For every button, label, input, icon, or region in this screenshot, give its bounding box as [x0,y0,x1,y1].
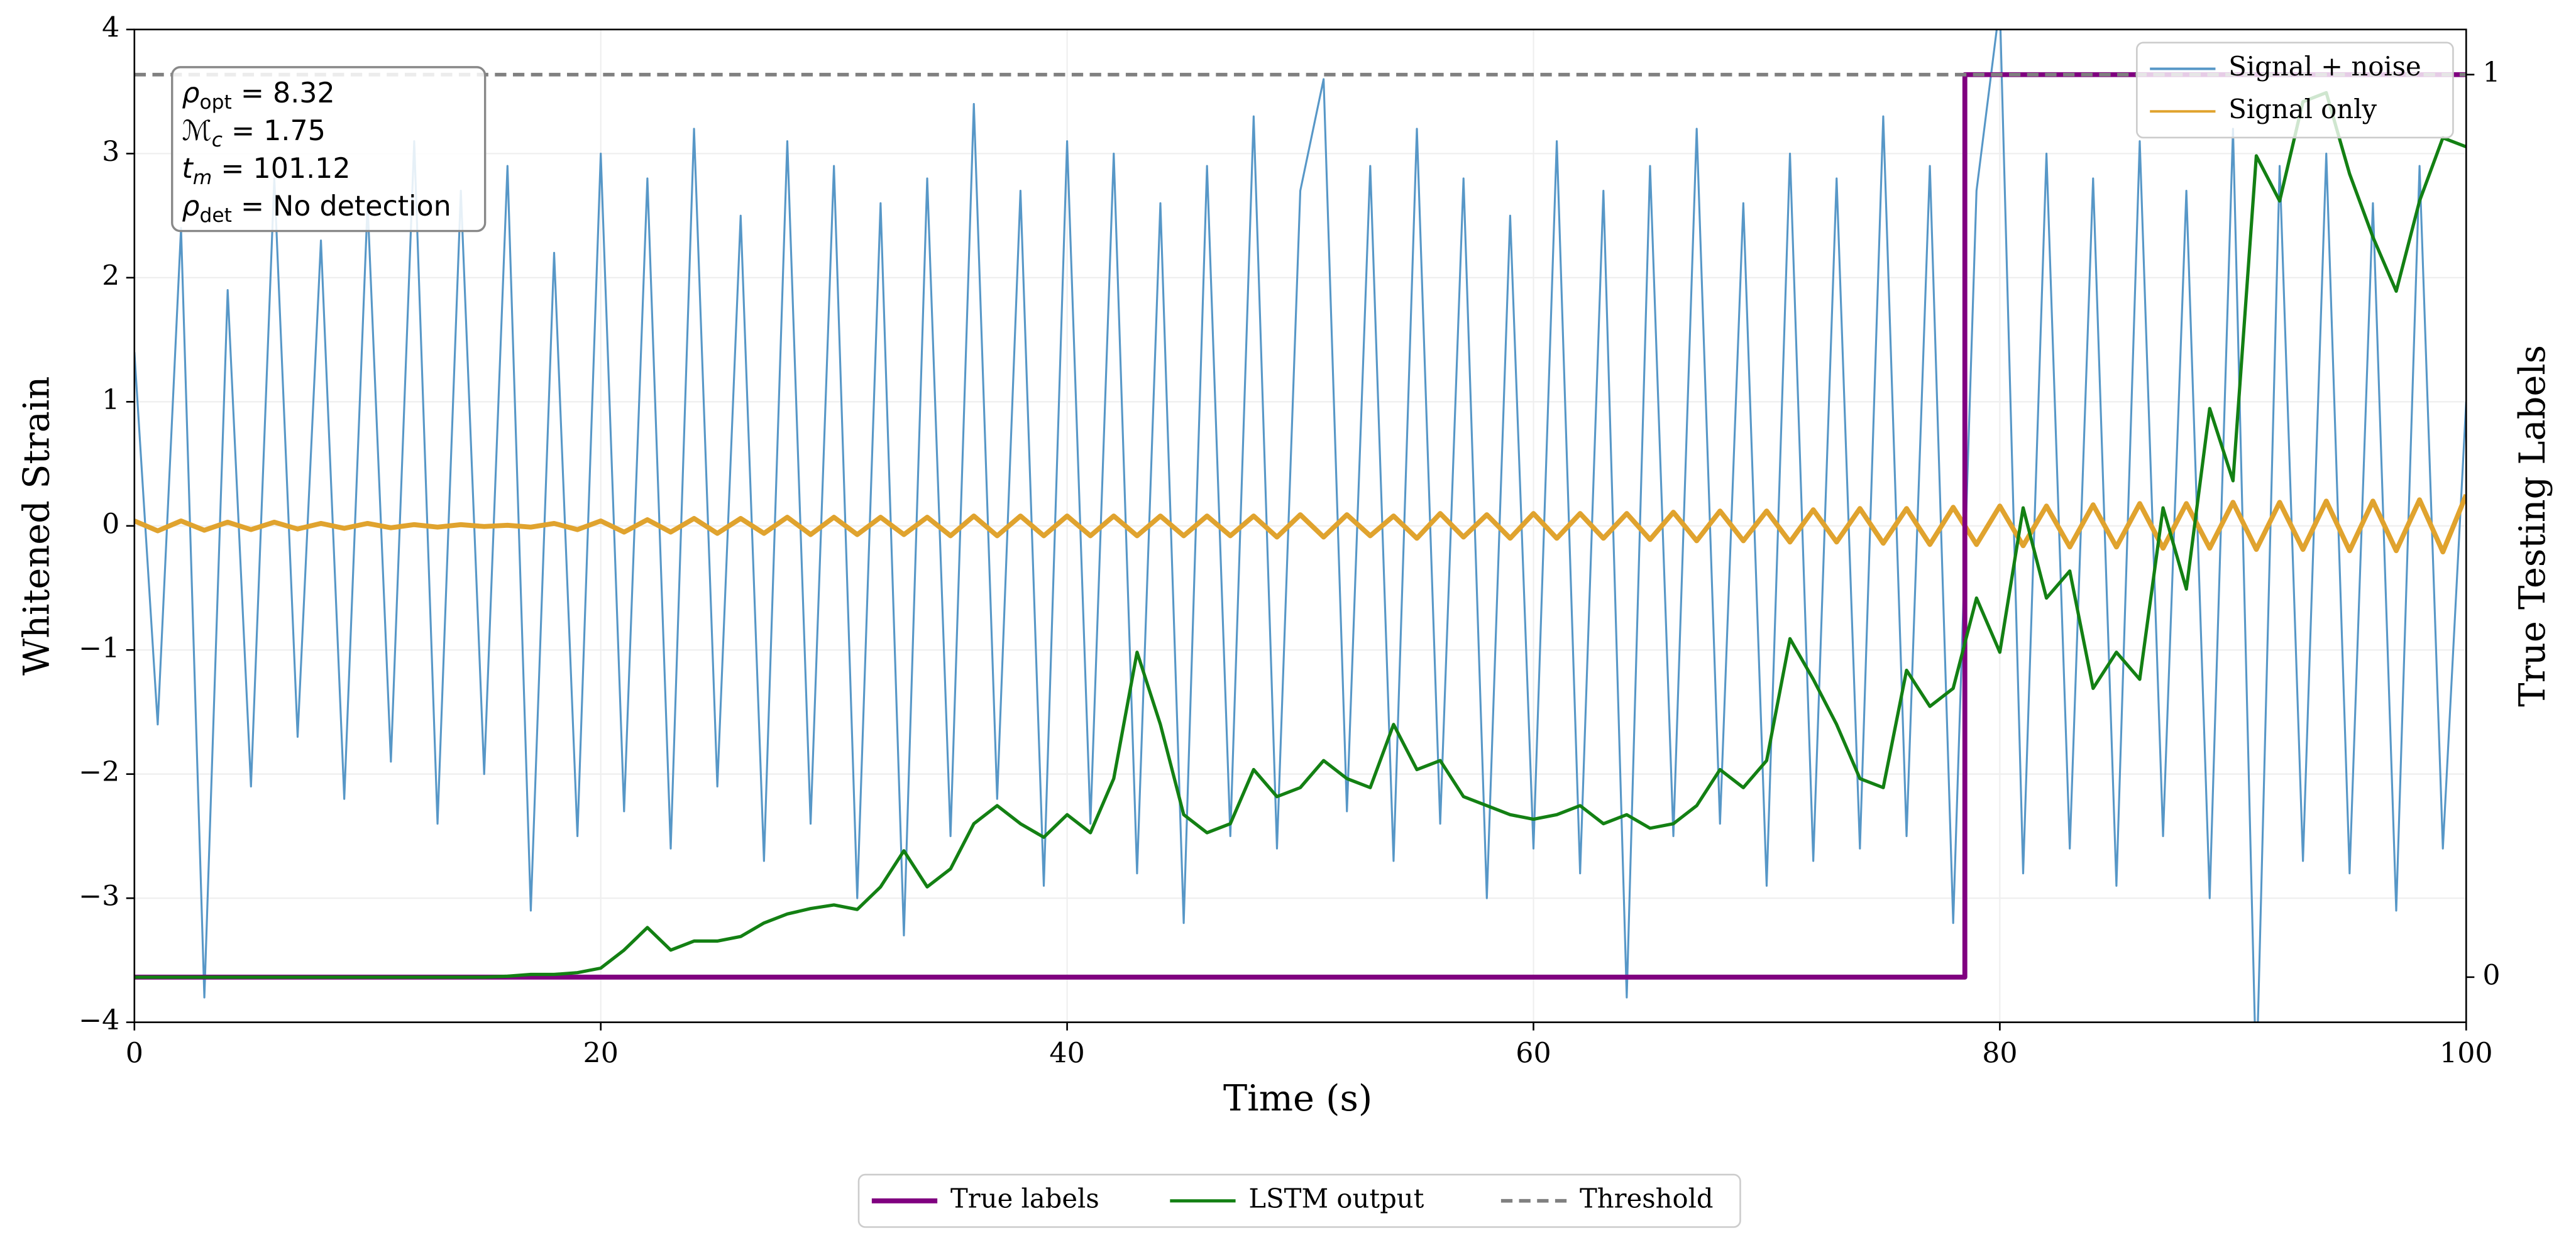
annotation-part: ρ [182,190,199,222]
x-tick-label: 100 [2440,1037,2493,1069]
y-tick-label: 2 [102,260,119,292]
legend-label: LSTM output [1248,1183,1424,1214]
y-tick-label: 1 [102,384,119,416]
annotation-part: = 1.75 [223,115,326,147]
y2-axis-label: True Testing Labels [2511,345,2553,707]
x-tick-label: 0 [126,1037,143,1069]
y-axis-label: Whitened Strain [16,376,58,676]
annotation-part: det [200,204,232,227]
y2-tick-label: 0 [2482,959,2500,991]
annotation-part: = 8.32 [232,77,335,109]
annotation-part: = No detection [232,190,451,222]
legend-label: Threshold [1580,1183,1714,1214]
legend-frame [2136,41,2454,139]
annotation-part: opt [200,91,232,114]
x-axis-label: Time (s) [1223,1077,1372,1119]
plot-frame [133,28,2467,1023]
series-line [134,493,2467,555]
y-tick-label: −2 [79,756,119,788]
annotation-line: ρopt = 8.32 [182,77,334,114]
annotation-line: tm = 101.12 [182,153,350,189]
series-line [134,90,2467,979]
series-line [134,29,2467,1022]
y2-tick-label: 1 [2482,57,2500,89]
x-tick-label: 20 [583,1037,619,1069]
annotation-part: m [193,167,212,189]
y-tick-label: 0 [102,508,119,540]
annotation-line: ρdet = No detection [182,190,451,227]
y-tick-label: −4 [79,1004,119,1036]
x-tick-label: 60 [1516,1037,1551,1069]
y-tick-label: 3 [102,136,119,168]
x-tick-label: 40 [1049,1037,1084,1069]
legend-frame [857,1173,1741,1228]
y-tick-label: −1 [79,632,119,664]
annotation-part: ρ [182,77,199,109]
annotation-part: = 101.12 [212,153,350,185]
annotation-part: c [212,129,223,151]
x-tick-label: 80 [1982,1037,2017,1069]
annotation-part: t [182,153,194,185]
annotation-part: ℳ [182,115,211,147]
annotation-line: ℳc = 1.75 [182,115,325,151]
legend-label: Signal + noise [2228,51,2421,82]
annotation-frame [171,66,487,233]
legend-label: Signal only [2228,94,2377,124]
y-tick-label: −3 [79,880,119,913]
y-tick-label: 4 [102,11,119,43]
legend-label: True labels [950,1183,1099,1214]
